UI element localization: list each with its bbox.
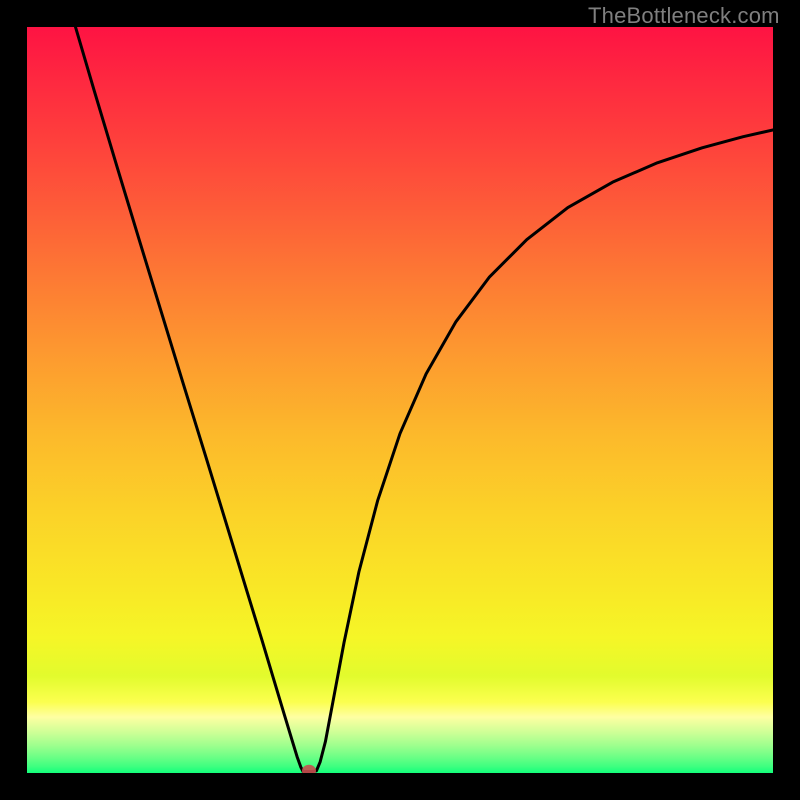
plot-area: [27, 27, 773, 773]
watermark-text: TheBottleneck.com: [588, 3, 780, 29]
optimum-marker: [27, 27, 773, 773]
